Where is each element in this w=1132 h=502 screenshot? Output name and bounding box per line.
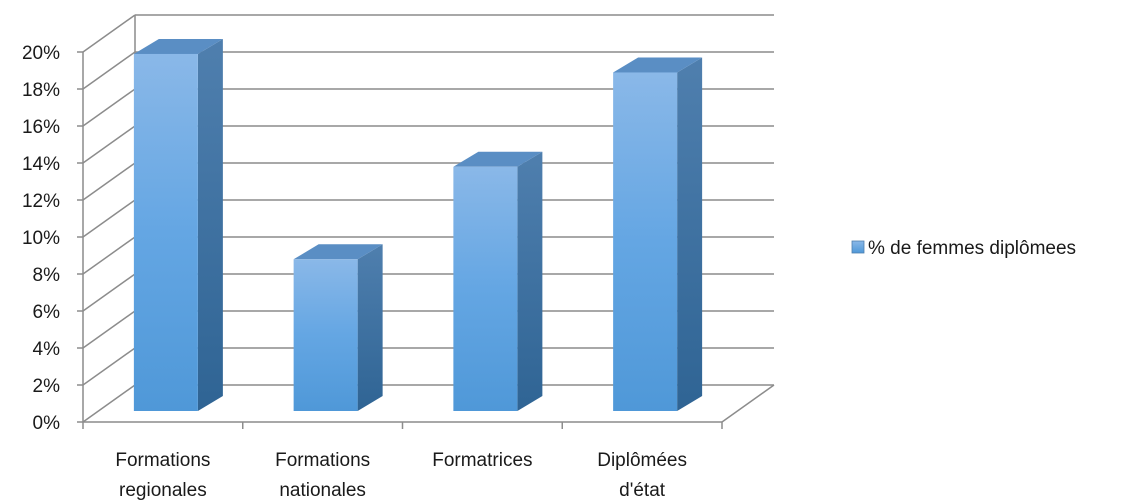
gridline-diagonal [82, 199, 136, 238]
x-category-label-line: Formations [115, 450, 210, 471]
bar-front [613, 72, 678, 411]
gridline-diagonal [82, 162, 136, 201]
gridline-diagonal [82, 384, 136, 423]
x-category-label-line: regionales [119, 480, 207, 501]
bar-front [453, 166, 518, 411]
bar-4 [613, 57, 703, 411]
x-category-label: Diplômées d'état [597, 450, 687, 501]
bar-top [453, 151, 543, 167]
gridline-diagonal [82, 347, 136, 386]
x-category-label-line: nationales [279, 480, 366, 501]
bar-1 [133, 38, 223, 411]
bar-front [293, 259, 358, 411]
x-category-label-line: Formatrices [432, 450, 532, 471]
y-tick-label: 4% [33, 339, 61, 360]
bar-top [293, 244, 383, 260]
y-tick-label: 8% [33, 265, 61, 286]
bar-front [133, 53, 198, 411]
bar-top [133, 38, 223, 54]
gridline-diagonal [82, 51, 136, 90]
legend-label: % de femmes diplômees [868, 238, 1076, 259]
gridline-diagonal [82, 310, 136, 349]
y-tick-label: 20% [22, 43, 60, 64]
y-tick-label: 14% [22, 154, 60, 175]
gridline-diagonal [82, 14, 136, 53]
y-tick-label: 12% [22, 191, 60, 212]
bars [133, 38, 703, 412]
bar-side [357, 244, 383, 411]
x-category-label-line: d'état [619, 480, 666, 501]
bar-side [677, 57, 703, 411]
floor-right-edge [721, 384, 775, 423]
x-category-label: Formatrices [432, 450, 532, 471]
bar-2 [293, 244, 383, 411]
gridline-diagonal [82, 88, 136, 127]
y-tick-label: 2% [33, 376, 61, 397]
gridline-diagonal [82, 236, 136, 275]
x-category-label: Formations nationales [275, 450, 370, 501]
bar-side [517, 151, 543, 412]
x-axis-labels: Formations regionales Formations nationales… [82, 422, 723, 501]
y-tick-label: 10% [22, 228, 60, 249]
legend: % de femmes diplômees [851, 238, 1076, 259]
y-axis-ticks: 0% 2% 4% 6% 8% 10% 12% 14% 16% 18% 20% [22, 43, 83, 434]
y-tick-label: 16% [22, 117, 60, 138]
bar-side [197, 38, 223, 411]
bar-top [613, 57, 703, 73]
y-tick-label: 6% [33, 302, 61, 323]
legend-swatch [851, 240, 865, 254]
x-category-label: Formations regionales [115, 450, 210, 501]
gridline-diagonal [82, 125, 136, 164]
x-category-label-line: Diplômées [597, 450, 687, 471]
y-tick-label: 0% [33, 413, 61, 434]
y-tick-label: 18% [22, 80, 60, 101]
bar-3 [453, 151, 543, 412]
x-category-label-line: Formations [275, 450, 370, 471]
gridline-diagonal [82, 273, 136, 312]
